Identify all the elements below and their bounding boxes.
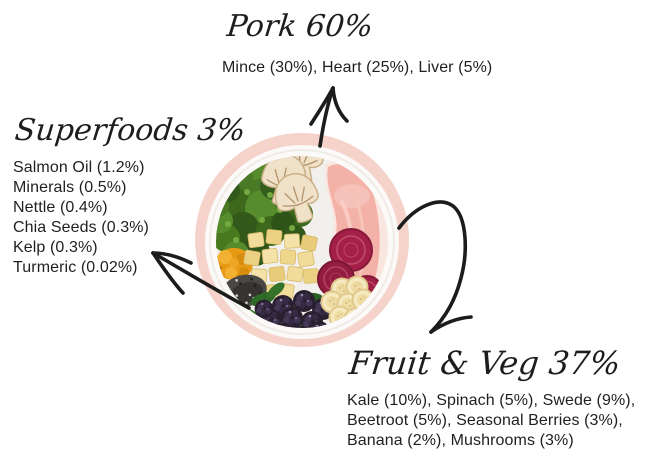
superfoods-item: Turmeric (0.02%)	[13, 259, 138, 276]
superfoods-heading: Superfoods 3%	[13, 113, 248, 148]
pork-heading: Pork 60%	[225, 9, 375, 44]
superfoods-item: Kelp (0.3%)	[13, 239, 98, 256]
pork-details: Mince (30%), Heart (25%), Liver (5%)	[222, 59, 493, 76]
pork-section: Pork 60% Mince (30%), Heart (25%), Liver…	[222, 8, 492, 78]
arrow-up-to-pork-icon	[309, 86, 349, 148]
fruitveg-details: Kale (10%), Spinach (5%), Swede (9%), Be…	[347, 391, 635, 451]
superfoods-item: Nettle (0.4%)	[13, 199, 108, 216]
superfoods-item: Salmon Oil (1.2%)	[13, 159, 145, 176]
fruitveg-line: Banana (2%), Mushrooms (3%)	[347, 432, 574, 449]
arrow-left-to-superfoods-icon	[151, 251, 251, 310]
fruitveg-heading: Fruit & Veg 37%	[347, 344, 623, 382]
fruitveg-line: Kale (10%), Spinach (5%), Swede (9%),	[347, 392, 636, 409]
fruitveg-line: Beetroot (5%), Seasonal Berries (3%),	[347, 412, 623, 429]
superfoods-item: Minerals (0.5%)	[13, 179, 127, 196]
superfoods-item: Chia Seeds (0.3%)	[13, 219, 149, 236]
fruitveg-section: Fruit & Veg 37% Kale (10%), Spinach (5%)…	[347, 342, 635, 451]
arrow-curved-to-fruitveg-icon	[397, 200, 473, 334]
superfoods-section: Superfoods 3% Salmon Oil (1.2%) Minerals…	[13, 112, 247, 278]
superfoods-list: Salmon Oil (1.2%) Minerals (0.5%) Nettle…	[13, 158, 243, 278]
